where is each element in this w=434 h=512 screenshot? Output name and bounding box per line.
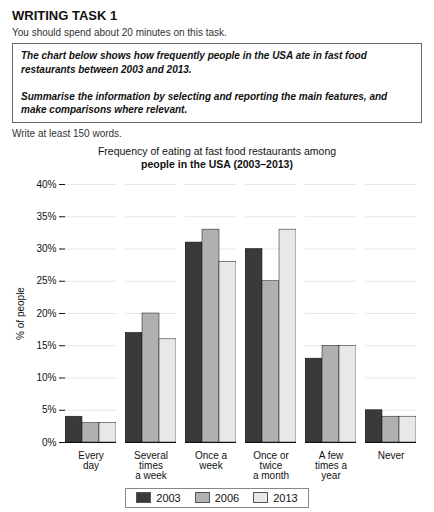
html-text:WRITING TASK 1: WRITING TASK 1 (12, 8, 118, 23)
svg-text:Once aweek: Once aweek (195, 449, 228, 470)
html-text:2006: 2006 (214, 491, 240, 504)
html-text:The chart below shows how freq: The chart below shows how frequently peo… (21, 50, 388, 115)
html-text:people in the USA (2003–2013): people in the USA (2003–2013) (141, 158, 293, 171)
svg-text:15%: 15% (36, 340, 56, 351)
svg-text:10%: 10% (36, 372, 56, 383)
svg-text:25%: 25% (36, 275, 56, 286)
html-text:Write at least 150 words.: Write at least 150 words. (12, 127, 122, 139)
svg-text:30%: 30% (36, 243, 56, 254)
svg-text:5%: 5% (42, 404, 57, 415)
svg-text:Severaltimesa week: Severaltimesa week (134, 449, 168, 480)
svg-text:40%: 40% (36, 178, 56, 189)
svg-text:35%: 35% (36, 211, 56, 222)
html-text:Frequency of eating at fast fo: Frequency of eating at fast food restaur… (97, 144, 337, 157)
svg-text:Everyday: Everyday (78, 449, 104, 470)
html-text:2003: 2003 (156, 491, 181, 504)
html-text:2013: 2013 (273, 491, 298, 504)
html-text:You should spend about 20 minu: You should spend about 20 minutes on thi… (12, 27, 227, 38)
svg-text:% of people: % of people (15, 286, 26, 339)
svg-text:A fewtimes ayear: A fewtimes ayear (315, 449, 348, 480)
svg-text:20%: 20% (36, 307, 56, 318)
svg-text:0%: 0% (42, 436, 57, 447)
svg-text:Never: Never (378, 449, 405, 460)
svg-text:Once ortwicea month: Once ortwicea month (253, 449, 290, 480)
